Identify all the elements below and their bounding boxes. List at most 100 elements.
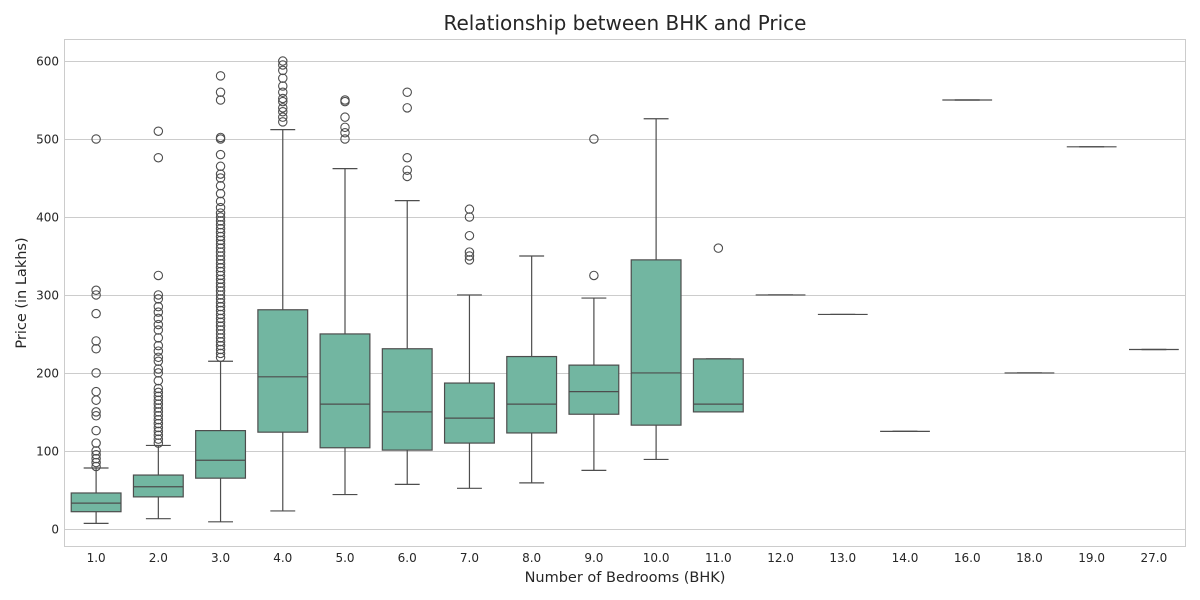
box-5.0 [319,95,371,496]
x-tick-label: 6.0 [398,551,417,565]
outlier-point [91,368,101,378]
x-tick-label: 5.0 [335,551,354,565]
outlier-point [464,251,475,261]
outlier-point [153,364,164,374]
box-iqr [692,358,744,413]
outlier-point [215,270,226,281]
outlier-point [464,247,475,257]
x-tick-label: 1.0 [87,551,106,565]
outlier-point [153,422,164,433]
outlier-point [215,196,226,207]
outlier-point [153,414,164,425]
outlier-point [278,106,288,117]
outlier-point [153,126,164,136]
outlier-point [215,259,226,269]
outlier-point [91,457,101,468]
x-tick-label: 7.0 [460,551,479,565]
outlier-point [215,325,226,335]
x-tick-label: 27.0 [1141,551,1168,565]
outlier-point [153,294,164,304]
boxes [70,56,1179,524]
x-tick-label: 9.0 [584,551,603,565]
x-tick-label: 11.0 [705,551,732,565]
outlier-point [153,418,164,429]
outlier-point [278,96,288,107]
outlier-point [215,352,226,363]
outlier-point [215,212,226,222]
outlier-point [215,255,226,265]
outlier-point [215,305,226,316]
outlier-point [402,103,412,113]
outlier-point [153,352,164,363]
outlier-point [153,395,164,405]
outlier-point [91,438,101,448]
outlier-point [215,329,226,339]
outlier-point [153,387,164,398]
box-iqr [319,333,371,449]
outlier-point [215,278,226,289]
outlier-point [215,321,226,331]
outlier-point [215,149,226,160]
outlier-point [215,333,226,343]
outlier-point [464,255,475,265]
outlier-point [215,87,226,97]
outlier-point [215,169,226,179]
outlier-point [153,430,164,441]
outlier-point [215,344,226,355]
x-tick-label: 2.0 [149,551,168,565]
box-iqr [630,259,682,426]
outlier-point [215,71,226,81]
outlier-point [153,403,164,413]
outlier-point [215,235,226,246]
outlier-point [402,87,412,97]
outlier-point [402,171,412,182]
outlier-point [215,266,226,277]
outlier-point [91,285,101,296]
outlier-point [340,96,350,107]
outlier-point [91,461,101,472]
outlier-point [215,262,226,273]
box-10.0 [630,118,682,461]
outlier-point [153,426,164,437]
outlier-point [153,411,164,421]
y-tick-label: 600 [36,55,59,69]
outlier-point [215,274,226,285]
outlier-point [153,301,164,312]
box-iqr [132,474,184,498]
y-tick-label: 500 [36,133,59,147]
outlier-point [91,395,101,405]
outlier-point [402,152,412,163]
outlier-point [215,239,226,250]
outlier-point [153,319,164,330]
outlier-point [278,73,288,83]
outlier-point [215,340,226,351]
outlier-point [215,313,226,324]
outlier-point [215,220,226,230]
outlier-point [153,313,164,324]
box-iqr [568,364,620,415]
outlier-point [402,165,412,175]
outlier-point [215,231,226,242]
outlier-point [215,317,226,327]
outlier-point [215,95,226,105]
outlier-point [215,286,226,296]
outlier-point [91,411,101,421]
outlier-point [153,391,164,402]
outlier-point [215,227,226,238]
box-8.0 [506,255,558,484]
outlier-point [340,134,350,144]
outlier-point [464,204,475,214]
outlier-point [464,230,475,241]
outlier-point [215,208,226,218]
outlier-point [153,333,164,343]
chart-title: Relationship between BHK and Price [444,11,807,35]
outlier-point [91,386,101,397]
outlier-point [215,202,226,213]
outlier-point [278,117,288,127]
box-iqr [257,309,309,433]
outlier-point [589,270,599,281]
outlier-point [153,399,164,409]
x-tick-label: 8.0 [522,551,541,565]
box-iqr [70,492,122,513]
